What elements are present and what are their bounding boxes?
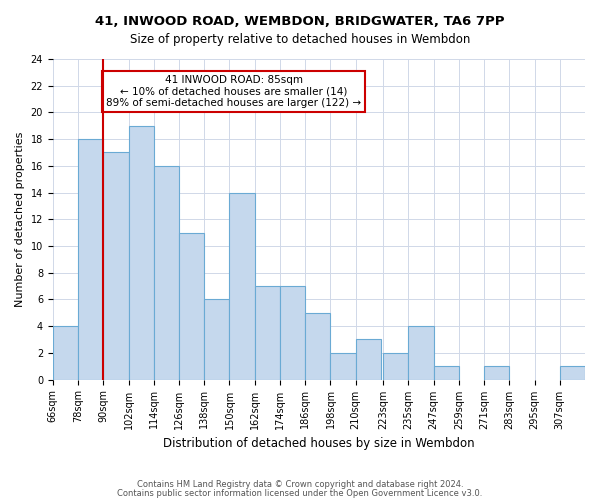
- Bar: [154, 166, 179, 380]
- Bar: [255, 286, 280, 380]
- Bar: [229, 192, 255, 380]
- Bar: [53, 326, 78, 380]
- X-axis label: Distribution of detached houses by size in Wembdon: Distribution of detached houses by size …: [163, 437, 475, 450]
- Text: Contains HM Land Registry data © Crown copyright and database right 2024.: Contains HM Land Registry data © Crown c…: [137, 480, 463, 489]
- Text: Size of property relative to detached houses in Wembdon: Size of property relative to detached ho…: [130, 32, 470, 46]
- Bar: [434, 366, 459, 380]
- Bar: [331, 353, 356, 380]
- Bar: [280, 286, 305, 380]
- Bar: [383, 353, 408, 380]
- Text: Contains public sector information licensed under the Open Government Licence v3: Contains public sector information licen…: [118, 488, 482, 498]
- Bar: [484, 366, 509, 380]
- Bar: [305, 313, 331, 380]
- Bar: [204, 300, 229, 380]
- Bar: [78, 139, 103, 380]
- Bar: [128, 126, 154, 380]
- Text: 41 INWOOD ROAD: 85sqm
← 10% of detached houses are smaller (14)
89% of semi-deta: 41 INWOOD ROAD: 85sqm ← 10% of detached …: [106, 75, 361, 108]
- Text: 41, INWOOD ROAD, WEMBDON, BRIDGWATER, TA6 7PP: 41, INWOOD ROAD, WEMBDON, BRIDGWATER, TA…: [95, 15, 505, 28]
- Bar: [103, 152, 128, 380]
- Bar: [179, 232, 204, 380]
- Bar: [408, 326, 434, 380]
- Bar: [356, 340, 381, 380]
- Bar: [560, 366, 585, 380]
- Y-axis label: Number of detached properties: Number of detached properties: [15, 132, 25, 307]
